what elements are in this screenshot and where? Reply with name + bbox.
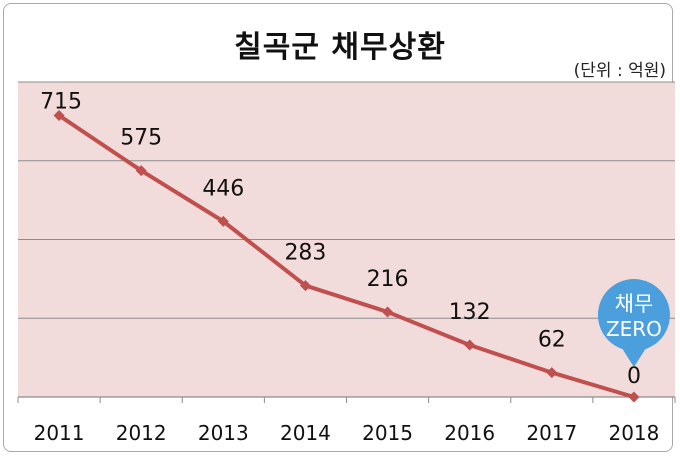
data-label: 715 [40,89,82,114]
x-tick-label: 2013 [198,421,249,445]
callout-pointer [619,345,648,367]
data-point [299,280,311,292]
data-point [382,306,394,318]
x-tick-label: 2011 [34,421,85,445]
unit-label: (단위 : 억원) [573,61,666,81]
callout-bubble [597,279,670,351]
data-label: 62 [538,328,566,353]
data-point [464,339,476,351]
x-tick-label: 2016 [444,421,495,445]
data-label: 216 [367,267,409,292]
data-point [628,391,640,403]
data-label: 446 [202,176,244,201]
data-point [546,367,558,379]
x-tick-label: 2017 [526,421,577,445]
callout-line1: 채무 [615,292,654,316]
callout-line2: ZERO [606,317,662,341]
data-point [135,165,147,177]
data-label: 132 [449,300,491,325]
data-label: 575 [120,126,162,151]
chart-title: 칠곡군 채무상환 [234,30,446,65]
data-point [53,109,65,121]
data-point [217,215,229,227]
series-line [57,113,635,399]
x-tick-label: 2012 [116,421,167,445]
x-tick-label: 2018 [608,421,659,445]
data-label: 0 [627,364,641,389]
data-label: 283 [284,241,326,266]
x-tick-label: 2014 [280,421,331,445]
x-tick-label: 2015 [362,421,413,445]
